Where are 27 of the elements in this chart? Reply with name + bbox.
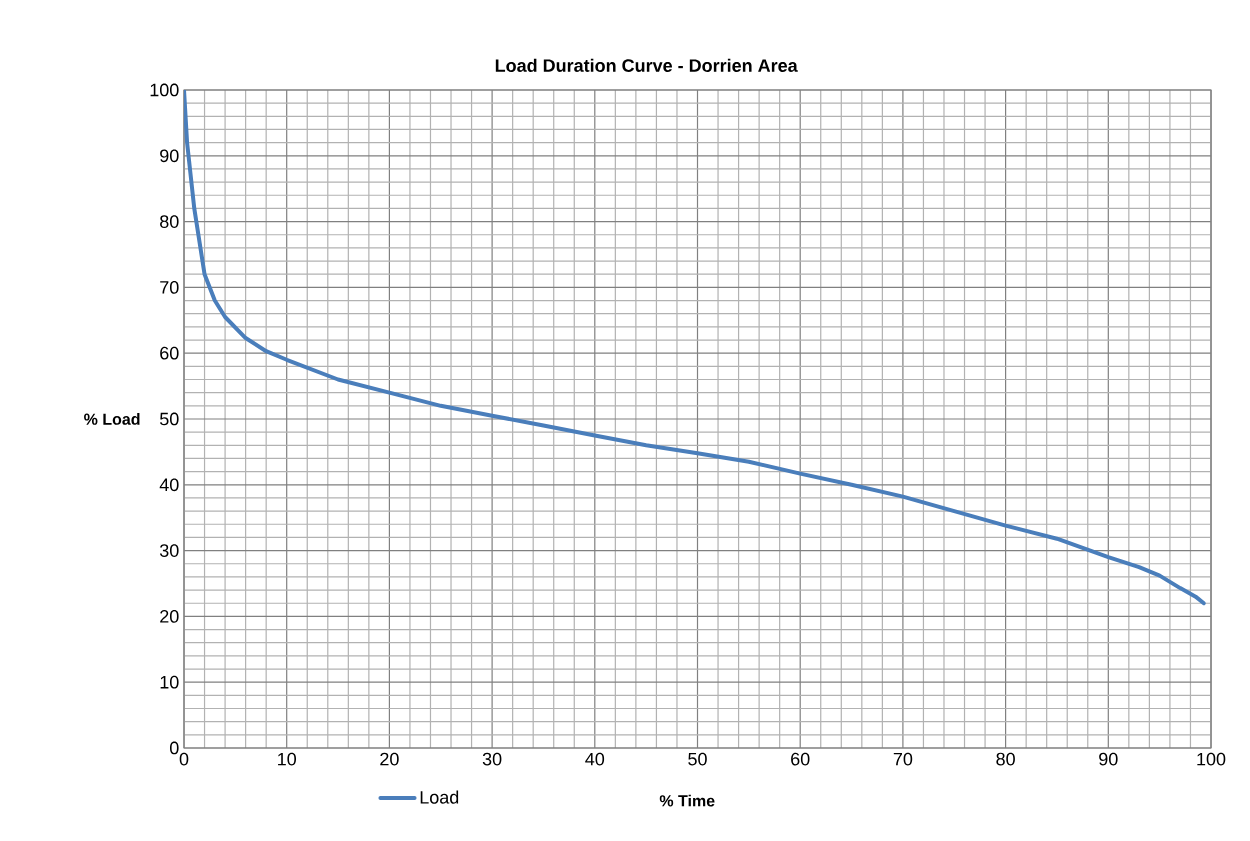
y-tick-label: 0 [169, 741, 179, 755]
x-tick-label: 40 [585, 752, 605, 766]
x-tick-label: 70 [893, 752, 913, 766]
x-tick-label: 30 [482, 752, 502, 766]
y-tick-label: 30 [159, 544, 179, 557]
chart-title: Load Duration Curve - Dorrien Area [495, 58, 798, 72]
y-tick-label: 60 [160, 346, 179, 360]
y-tick-label: 70 [160, 281, 179, 294]
x-axis-title: % Time [659, 794, 715, 807]
y-tick-label: 80 [160, 215, 179, 228]
x-tick-label: 50 [688, 752, 707, 766]
y-tick-label: 100 [150, 83, 179, 97]
legend-label: Load [420, 790, 459, 804]
y-tick-label: 20 [160, 610, 179, 623]
x-tick-label: 90 [1099, 752, 1118, 766]
x-tick-label: 10 [278, 752, 297, 766]
x-tick-label: 60 [791, 752, 810, 766]
y-axis-title: % Load [84, 413, 140, 425]
y-tick-label: 40 [159, 478, 179, 492]
x-tick-label: 0 [179, 752, 189, 766]
x-tick-label: 20 [380, 752, 399, 766]
x-tick-label: 100 [1197, 752, 1226, 766]
y-tick-label: 90 [160, 149, 179, 163]
line-series [184, 89, 1206, 606]
y-tick-label: 10 [160, 675, 179, 689]
x-tick-label: 80 [996, 752, 1015, 766]
y-tick-label: 50 [159, 412, 179, 426]
